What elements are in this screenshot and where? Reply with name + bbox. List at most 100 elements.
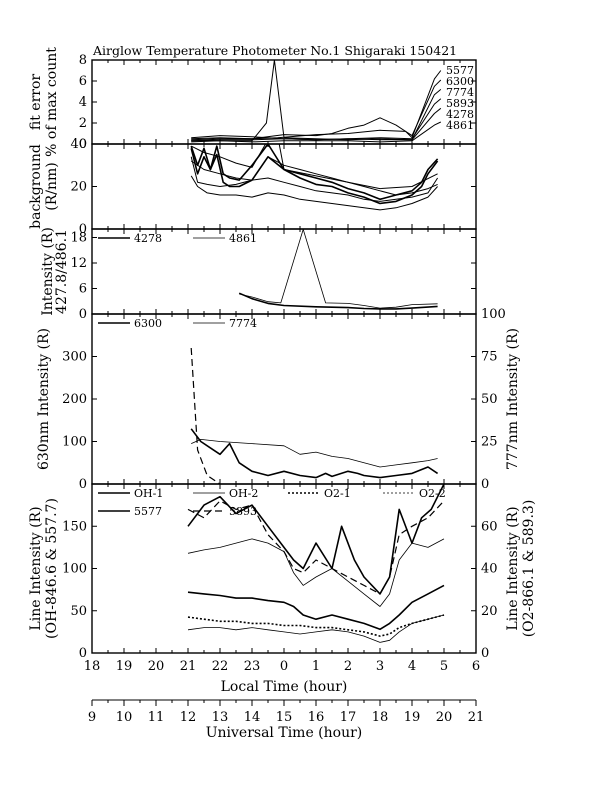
x-tick-label-local: 23 — [244, 659, 261, 674]
x-tick-label-ut: 15 — [276, 710, 293, 725]
x-tick-label-local: 18 — [84, 659, 101, 674]
x-axis-title-ut: Universal Time (hour) — [206, 725, 363, 741]
y-tick-label: 150 — [62, 519, 87, 534]
x-axis-universal-time: 9 10 11 12 13 14 15 16 17 18 19 20 21 Universal Time … — [88, 699, 484, 741]
series-side-label: 5893 — [446, 97, 474, 110]
x-tick-label-ut: 17 — [340, 710, 357, 725]
y-tick-label: 20 — [70, 180, 87, 195]
panel-red-intensity: 0 100 200 300 0 25 50 75 100 630nm Intensity (R) 7… — [36, 307, 521, 492]
y-axis-title: (R/nm) — [44, 162, 60, 210]
series-side-label: 7774 — [446, 86, 474, 99]
x-tick-label-ut: 19 — [404, 710, 421, 725]
series-side-label: 4861 — [446, 119, 474, 132]
y-right-tick-label: 0 — [481, 477, 489, 492]
legend-label: 5893 — [229, 505, 257, 518]
legend-label: 4278 — [134, 232, 162, 245]
series-group — [191, 60, 442, 143]
x-tick-label-local: 6 — [472, 659, 480, 674]
panel-blue-intensity: 0 6 12 18 Intensity (R)427.8/486.1 4278 4861 — [40, 227, 477, 322]
chart-title: Airglow Temperature Photometer No.1 Shig… — [92, 43, 457, 58]
x-tick-label-local: 4 — [408, 659, 416, 674]
y-tick-label: 40 — [70, 137, 87, 152]
legend-label: OH-2 — [229, 487, 258, 500]
series-line-7774 — [191, 438, 438, 468]
y-right-tick-label: 50 — [481, 392, 498, 407]
series-line-4861 — [191, 121, 442, 143]
series-line-5893 — [187, 500, 445, 595]
y-tick-label: 0 — [79, 222, 87, 237]
x-tick-label-local: 0 — [280, 659, 288, 674]
y-axis-title: fit error — [28, 74, 44, 131]
y-axis-title: 630nm Intensity (R) — [36, 328, 52, 470]
panel-background: 0 20 40 background (R/nm) — [28, 137, 477, 237]
y-right-tick-label: 20 — [481, 604, 498, 619]
legend-label: 6300 — [134, 317, 162, 330]
y-tick-label: 2 — [79, 116, 87, 131]
legend: 4278 4861 — [98, 232, 257, 245]
series-line-OH-1 — [187, 584, 445, 631]
y-tick-label: 100 — [62, 435, 87, 450]
series-line-4278 — [238, 292, 438, 310]
x-tick-label-ut: 18 — [372, 710, 389, 725]
y-right-axis-title: 777nm Intensity (R) — [505, 328, 521, 470]
series-line-O2-2 — [187, 614, 445, 643]
y-tick-label: 6 — [79, 74, 87, 89]
series-line-OH-2 — [187, 538, 445, 607]
x-tick-label-ut: 20 — [436, 710, 453, 725]
x-tick-label-ut: 13 — [212, 710, 229, 725]
legend-label: O2-1 — [324, 487, 351, 500]
y-tick-label: 0 — [79, 307, 87, 322]
series-line-5893 — [191, 98, 442, 141]
x-tick-label-local: 5 — [440, 659, 448, 674]
series-group — [190, 347, 439, 484]
series-line-trace-3 — [190, 175, 438, 211]
legend-label: 4861 — [229, 232, 257, 245]
series-side-label: 4278 — [446, 108, 474, 121]
series-line-4278 — [191, 107, 442, 142]
y-tick-label: 100 — [62, 562, 87, 577]
x-tick-label-local: 22 — [212, 659, 229, 674]
x-tick-label-local: 21 — [180, 659, 197, 674]
y-right-axis-title: Line Intensity (R) — [505, 506, 521, 630]
x-tick-label-ut: 12 — [180, 710, 197, 725]
y-tick-label: 8 — [79, 53, 87, 68]
x-tick-label-ut: 10 — [116, 710, 133, 725]
y-tick-label: 0 — [79, 477, 87, 492]
y-right-tick-label: 75 — [481, 350, 498, 365]
series-line-trace-0 — [190, 144, 439, 201]
y-tick-label: 4 — [79, 95, 87, 110]
y-tick-label: 0 — [79, 137, 87, 152]
series-line-4861 — [239, 229, 438, 309]
legend-label: 7774 — [229, 317, 257, 330]
series-group — [187, 484, 445, 643]
x-tick-label-local: 20 — [148, 659, 165, 674]
series-line-trace-2 — [190, 160, 439, 202]
x-tick-label-ut: 16 — [308, 710, 325, 725]
y-tick-label: 200 — [62, 392, 87, 407]
x-tick-label-local: 2 — [344, 659, 352, 674]
legend: OH-1 OH-2 O2-1 O2-2 5577 5893 — [98, 487, 446, 518]
x-tick-label-ut: 14 — [244, 710, 261, 725]
series-group — [238, 229, 438, 310]
series-line-7774 — [190, 347, 221, 484]
y-right-tick-label: 0 — [481, 646, 489, 661]
panel-frame — [91, 143, 477, 230]
y-axis-title: 427.8/486.1 — [54, 229, 70, 314]
series-line-trace-5 — [190, 144, 438, 190]
series-line-7774 — [191, 60, 442, 142]
y-tick-label: 6 — [79, 282, 87, 297]
y-tick-label: 18 — [70, 231, 87, 246]
plot-panels: 0 2 4 6 8 fit error% of max count 5577 6300 7774… — [28, 47, 537, 661]
series-line-O2-1 — [187, 614, 445, 637]
y-axis-title: % of max count — [44, 47, 60, 157]
y-right-tick-label: 25 — [481, 435, 498, 450]
y-right-tick-label: 40 — [481, 562, 498, 577]
legend: 6300 7774 — [98, 317, 257, 330]
panel-fit-error: 0 2 4 6 8 fit error% of max count 557763007774… — [28, 47, 477, 157]
series-side-label: 5577 — [446, 64, 474, 77]
legend-label: OH-1 — [134, 487, 163, 500]
series-group — [190, 144, 439, 211]
y-axis-title: Intensity (R) — [40, 227, 56, 316]
